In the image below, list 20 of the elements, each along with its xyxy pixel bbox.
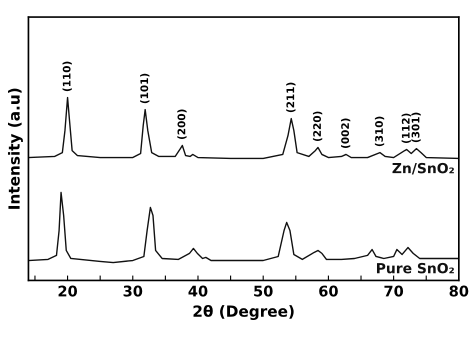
series-label: Zn/SnO₂ <box>392 162 454 174</box>
series-label: Pure SnO₂ <box>376 262 454 274</box>
annotation: (112) <box>402 114 411 144</box>
annotation: (200) <box>177 110 187 140</box>
annotation: (220) <box>312 112 322 142</box>
annotation: (002) <box>340 118 350 148</box>
annotation: (301) <box>411 112 421 142</box>
x-tick-label: 50 <box>254 286 273 297</box>
annotation: (101) <box>140 74 150 104</box>
x-tick-label: 60 <box>319 286 338 297</box>
annotation: (211) <box>286 82 296 112</box>
x-tick-label: 20 <box>58 286 78 297</box>
x-tick-label: 80 <box>450 286 468 297</box>
x-tick-label: 40 <box>188 286 208 297</box>
x-axis-title: 2θ (Degree) <box>194 304 294 320</box>
x-tick-label: 70 <box>384 286 404 297</box>
annotation: (310) <box>374 116 384 146</box>
x-tick-label: 30 <box>124 286 142 297</box>
annotation: (110) <box>62 62 72 92</box>
y-axis-title: Intensity (a.u) <box>8 88 23 209</box>
